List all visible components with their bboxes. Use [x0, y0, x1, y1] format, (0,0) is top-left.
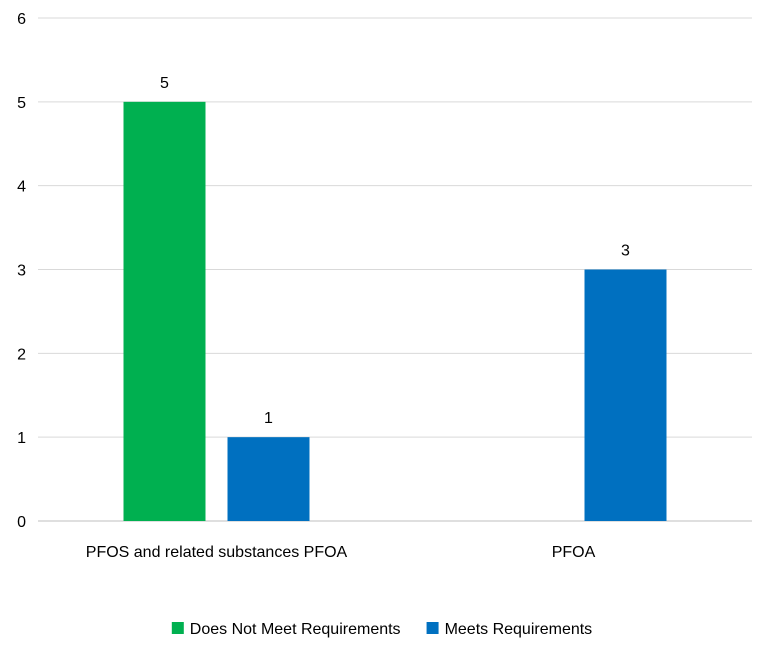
x-tick-label: PFOS and related substances PFOA: [86, 544, 348, 561]
y-tick-label: 2: [17, 346, 26, 363]
legend-label: Meets Requirements: [445, 621, 593, 638]
legend-swatch: [426, 622, 439, 634]
y-tick-label: 5: [17, 95, 26, 112]
data-labels: 5 1 3: [160, 75, 630, 427]
legend: Does Not Meet Requirements Meets Requirem…: [171, 621, 593, 638]
y-axis-tick-labels: 0 1 2 3 4 5 6: [17, 11, 26, 531]
legend-label: Does Not Meet Requirements: [190, 621, 401, 638]
y-tick-label: 4: [17, 179, 26, 196]
y-tick-label: 3: [17, 263, 26, 280]
bar-meets-requirements: [584, 269, 667, 521]
y-tick-label: 1: [17, 430, 26, 447]
legend-swatch: [171, 622, 184, 634]
y-tick-label: 0: [17, 514, 26, 531]
bar-meets-requirements: [227, 437, 310, 521]
x-axis-tick-labels: PFOS and related substances PFOA PFOA: [86, 544, 596, 561]
data-label: 1: [264, 410, 273, 427]
data-label: 5: [160, 75, 169, 92]
bars: [123, 101, 667, 521]
x-tick-label: PFOA: [552, 544, 596, 561]
data-label: 3: [621, 243, 630, 260]
bar-does-not-meet-requirements: [123, 101, 206, 521]
y-tick-label: 6: [17, 11, 26, 28]
